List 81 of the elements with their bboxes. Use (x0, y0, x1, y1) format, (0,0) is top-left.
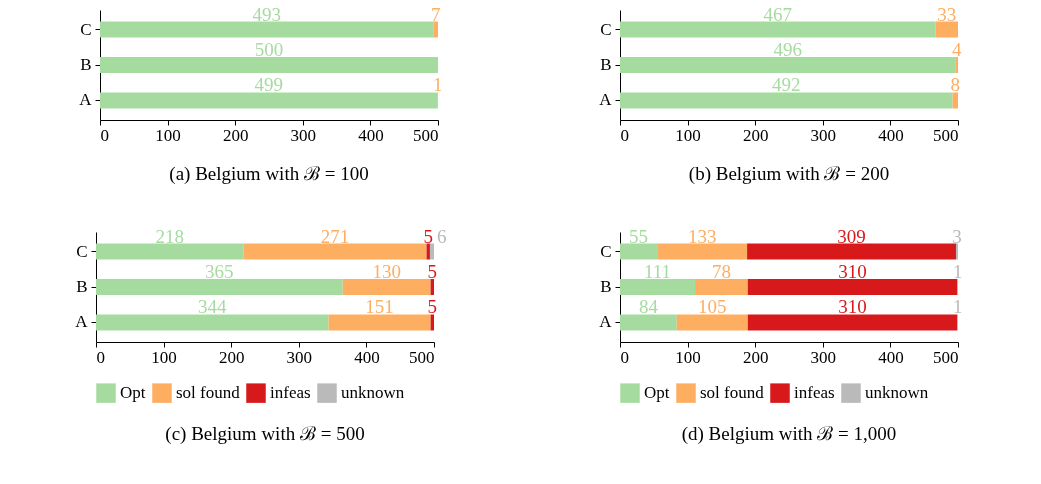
x-tick-label: 100 (150, 347, 177, 367)
x-tick-label: 400 (877, 347, 904, 367)
y-tick-label: A (74, 312, 88, 332)
x-tick-label: 100 (154, 125, 181, 145)
x-tick-label: 100 (675, 125, 701, 145)
x-tick-label: 0 (620, 347, 629, 367)
data-label: 1 (432, 74, 442, 96)
data-label: 105 (697, 296, 727, 318)
data-label: 8 (950, 74, 961, 96)
legend-label: Opt (643, 383, 670, 403)
y-tick-label: C (75, 241, 87, 261)
data-label: 5 (427, 261, 437, 282)
y-tick-label: A (598, 312, 612, 332)
x-tick-label: 500 (412, 125, 438, 145)
x-tick-label: 300 (290, 125, 316, 145)
data-label: 365 (204, 261, 234, 282)
data-label: 4 (951, 39, 962, 60)
x-tick-label: 300 (810, 347, 836, 367)
x-tick-label: 200 (218, 347, 244, 367)
x-tick-label: 0 (100, 125, 109, 145)
data-label: 344 (197, 296, 227, 318)
legend-label: sol found (699, 383, 764, 403)
data-label: 111 (643, 261, 671, 282)
y-tick-label: A (599, 90, 613, 110)
text: (d) Belgium with ℬ = 1,000 (681, 423, 896, 445)
data-label: 218 (154, 225, 184, 247)
legend-label: sol found (175, 383, 240, 403)
data-label: 467 (763, 3, 793, 25)
data-label: 6 (436, 225, 447, 247)
data-label: 499 (253, 74, 283, 96)
text: (b) Belgium with ℬ = 200 (688, 163, 890, 185)
x-tick-label: 500 (933, 125, 959, 145)
data-label: 33 (937, 3, 957, 25)
y-tick-label: C (600, 19, 612, 39)
x-tick-label: 200 (222, 125, 248, 145)
data-label: 78 (711, 261, 731, 282)
data-label: 1 (952, 296, 962, 318)
y-tick-label: B (599, 277, 611, 296)
data-label: 55 (628, 225, 648, 247)
y-tick-label: B (79, 55, 91, 74)
data-label: 310 (837, 261, 867, 282)
legend-label: unknown (864, 383, 929, 403)
data-label: 7 (430, 3, 440, 25)
data-label: 151 (364, 296, 394, 318)
y-tick-label: C (79, 19, 91, 39)
x-tick-label: 500 (932, 347, 958, 367)
data-label: 3 (951, 225, 962, 247)
legend-label: Opt (119, 383, 146, 403)
data-label: 500 (254, 39, 283, 60)
text: (a) Belgium with ℬ = 100 (168, 163, 369, 185)
data-label: 133 (687, 225, 716, 247)
data-label: 130 (371, 261, 401, 282)
legend-label: infeas (269, 383, 311, 403)
x-tick-label: 0 (96, 347, 105, 367)
data-label: 496 (773, 39, 802, 60)
data-label: 493 (251, 3, 281, 25)
x-tick-label: 200 (742, 125, 769, 145)
x-tick-label: 300 (810, 125, 837, 145)
x-tick-label: 400 (353, 347, 380, 367)
x-tick-label: 200 (742, 347, 768, 367)
x-tick-label: 100 (674, 347, 701, 367)
x-tick-label: 500 (408, 347, 434, 367)
data-label: 309 (836, 225, 866, 247)
x-tick-label: 0 (620, 125, 629, 145)
text: (c) Belgium with ℬ = 500 (164, 423, 365, 445)
data-label: 310 (837, 296, 867, 318)
x-tick-label: 400 (357, 125, 384, 145)
data-label: 5 (427, 296, 437, 318)
y-tick-label: B (600, 55, 612, 74)
y-tick-label: A (78, 90, 92, 110)
data-label: 84 (638, 296, 658, 318)
data-label: 1 (952, 261, 962, 282)
y-tick-label: C (599, 241, 611, 261)
data-label: 271 (320, 225, 349, 247)
data-label: 5 (423, 225, 433, 247)
legend-label: unknown (340, 383, 405, 403)
data-label: 492 (772, 74, 801, 96)
y-tick-label: B (75, 277, 87, 296)
legend-label: infeas (793, 383, 835, 403)
x-tick-label: 400 (878, 125, 904, 145)
x-tick-label: 300 (286, 347, 312, 367)
